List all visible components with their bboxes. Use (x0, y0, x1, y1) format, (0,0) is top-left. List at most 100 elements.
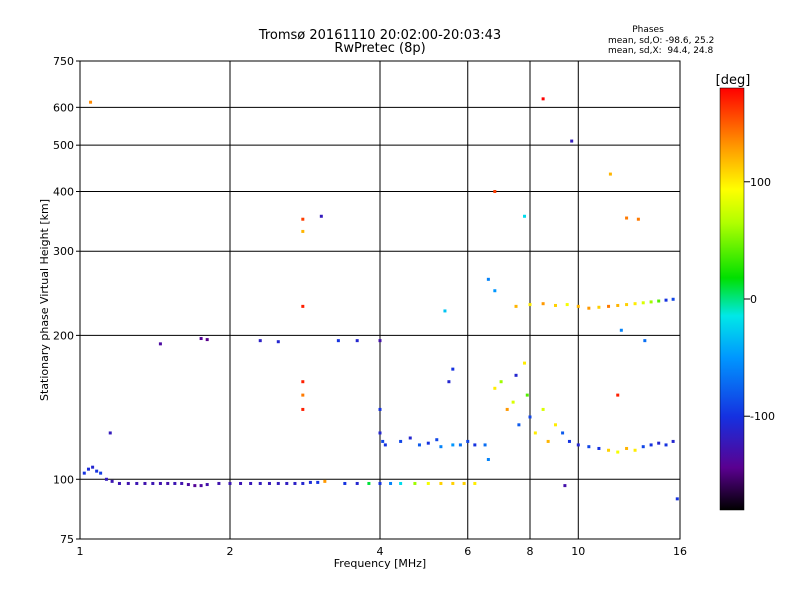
data-point (91, 465, 95, 469)
data-point (108, 431, 112, 435)
data-point (607, 304, 611, 308)
data-point (389, 481, 393, 485)
data-point (439, 481, 443, 485)
grid-lines (80, 61, 680, 539)
data-point (426, 441, 430, 445)
data-point (587, 445, 591, 449)
x-tick-label: 8 (527, 545, 534, 558)
y-axis-ticks: 75 100 200 300 400 500 600 750 (53, 55, 80, 546)
data-point (671, 439, 675, 443)
data-point (505, 407, 509, 411)
colorbar-tick-label: -100 (750, 410, 775, 423)
data-point (451, 443, 455, 447)
data-point (664, 443, 668, 447)
data-point (541, 302, 545, 306)
data-point (451, 481, 455, 485)
data-point (616, 450, 620, 454)
colorbar-label: [deg] (716, 73, 751, 88)
data-point (249, 481, 253, 485)
data-point (143, 481, 147, 485)
data-point (301, 407, 305, 411)
data-point (301, 393, 305, 397)
data-point (267, 481, 271, 485)
data-point (493, 386, 497, 390)
data-point (180, 481, 184, 485)
data-point (619, 328, 623, 332)
stats-line-x: mean, sd,X: 94.4, 24.8 (608, 46, 714, 56)
data-point (336, 339, 340, 343)
data-point (99, 471, 103, 475)
data-point (199, 484, 203, 488)
data-point (301, 380, 305, 384)
data-point (378, 407, 382, 411)
data-point (217, 481, 221, 485)
y-axis-label: Stationary phase Virtual Height [km] (38, 199, 51, 401)
data-point (135, 481, 139, 485)
x-axis-label: Frequency [MHz] (334, 557, 426, 570)
data-point (316, 480, 320, 484)
data-point (514, 373, 518, 377)
data-point (408, 436, 412, 440)
data-point (443, 309, 447, 313)
data-point (576, 304, 580, 308)
data-point (541, 97, 545, 101)
data-point (319, 214, 323, 218)
data-point (616, 303, 620, 307)
data-point (473, 481, 477, 485)
colorbar (719, 87, 745, 511)
data-point (528, 303, 532, 307)
data-point (323, 479, 327, 483)
data-point (166, 481, 170, 485)
data-point (228, 481, 232, 485)
data-point (399, 439, 403, 443)
data-point (525, 393, 529, 397)
data-point (523, 361, 527, 365)
data-point (205, 338, 209, 342)
data-point (126, 481, 130, 485)
data-point (439, 445, 443, 449)
data-point (447, 380, 451, 384)
data-point (541, 407, 545, 411)
data-point (533, 431, 537, 435)
data-point (258, 481, 262, 485)
data-point (435, 438, 439, 442)
y-tick-label: 100 (53, 473, 74, 486)
data-point (570, 139, 574, 143)
x-tick-label: 10 (571, 545, 585, 558)
data-point (633, 448, 637, 452)
data-point (473, 443, 477, 447)
data-point (499, 380, 503, 384)
y-tick-label: 75 (60, 533, 74, 546)
y-tick-label: 200 (53, 329, 74, 342)
data-point (633, 302, 637, 306)
data-point (649, 443, 653, 447)
data-point (523, 214, 527, 218)
data-point (276, 481, 280, 485)
data-point (616, 393, 620, 397)
data-point (301, 304, 305, 308)
chart-subtitle: RwPretec (8p) (334, 41, 425, 56)
data-point (301, 217, 305, 221)
colorbar-ticks: 100 0 -100 (744, 176, 775, 423)
data-point (95, 469, 99, 473)
data-point (567, 439, 571, 443)
data-point (565, 303, 569, 307)
data-point (355, 339, 359, 343)
data-point (664, 298, 668, 302)
data-point (675, 497, 679, 501)
data-point (186, 483, 190, 487)
data-point (553, 423, 557, 427)
data-point (466, 439, 470, 443)
data-point (399, 481, 403, 485)
data-point (493, 189, 497, 193)
data-point (378, 339, 382, 343)
data-point (293, 481, 297, 485)
data-point (576, 443, 580, 447)
x-tick-label: 2 (227, 545, 234, 558)
data-point (378, 481, 382, 485)
data-point (308, 480, 312, 484)
y-tick-label: 600 (53, 101, 74, 114)
data-point (597, 446, 601, 450)
data-point (104, 477, 108, 481)
